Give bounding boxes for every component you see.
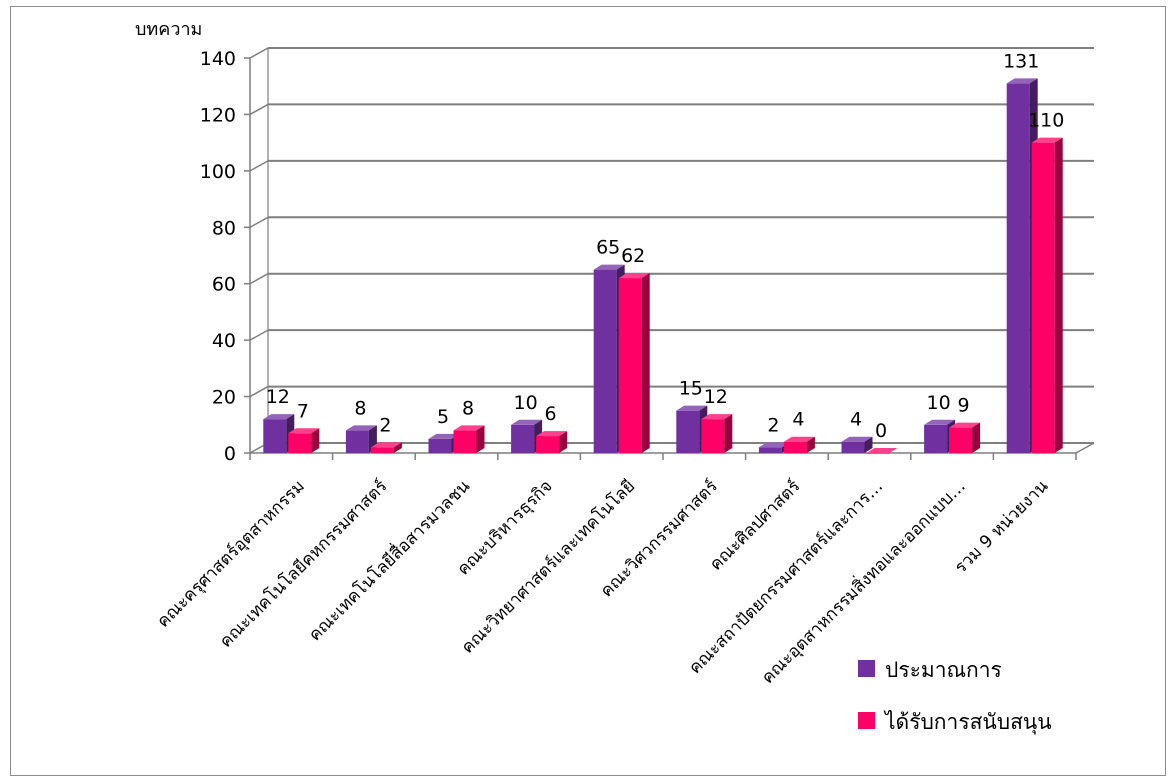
- x-tick-label: คณะเทคโนโลยีคหกรรมศาสตร์: [215, 476, 391, 652]
- bar-top: [758, 442, 790, 448]
- bar: [288, 433, 312, 453]
- data-label: 12: [266, 386, 290, 408]
- bar-top: [428, 433, 460, 439]
- bar-top: [593, 264, 625, 270]
- legend-label: ได้รับการสนับสนุน: [883, 710, 1052, 735]
- bar: [701, 419, 725, 453]
- data-label: 9: [958, 395, 970, 417]
- y-tick-label: 0: [224, 443, 236, 465]
- gridline-side: [249, 216, 269, 228]
- legend-swatch: [858, 660, 875, 677]
- bar: [866, 453, 890, 454]
- bar-top: [676, 405, 708, 411]
- bar-side: [1054, 137, 1063, 453]
- y-tick-label: 120: [200, 104, 236, 126]
- y-tick-label: 60: [212, 274, 236, 296]
- data-label: 15: [679, 378, 703, 400]
- bar-top: [783, 436, 815, 442]
- data-label: 65: [596, 237, 620, 259]
- bar-top: [1031, 137, 1063, 143]
- data-label: 4: [792, 409, 804, 431]
- data-label: 8: [462, 397, 474, 419]
- bar: [618, 278, 642, 453]
- bar-side: [311, 428, 320, 453]
- bar: [783, 441, 807, 453]
- bar-top: [511, 419, 543, 425]
- y-tick-label: 140: [200, 48, 236, 70]
- bar: [428, 438, 452, 453]
- gridline-side: [249, 47, 269, 59]
- bar-side: [864, 436, 873, 453]
- bar: [453, 430, 477, 453]
- bar: [676, 410, 700, 453]
- bar: [758, 447, 782, 453]
- gridline-side: [249, 273, 269, 285]
- bar: [345, 430, 369, 453]
- data-label: 5: [437, 406, 449, 428]
- bar: [511, 424, 535, 453]
- bar-top: [345, 425, 377, 431]
- data-label: 131: [1003, 50, 1039, 72]
- floor-edge: [1075, 442, 1095, 454]
- chart-frame: [10, 6, 1166, 776]
- bar-top: [263, 414, 295, 420]
- bar-side: [724, 414, 733, 453]
- bar-top: [536, 431, 568, 437]
- bar-top: [841, 436, 873, 442]
- y-tick-label: 40: [212, 330, 236, 352]
- data-label: 12: [704, 386, 728, 408]
- gridline-side: [249, 385, 269, 398]
- y-axis-title: บทความ: [135, 19, 202, 40]
- data-label: 0: [875, 420, 887, 442]
- bar-top: [370, 442, 402, 448]
- bar: [370, 447, 394, 453]
- data-label: 10: [514, 392, 538, 414]
- y-tick-label: 20: [212, 387, 236, 409]
- bar-side: [476, 425, 485, 453]
- data-label: 62: [621, 245, 645, 267]
- legend-swatch: [858, 712, 875, 729]
- bar-top: [866, 448, 898, 453]
- bar-side: [972, 422, 981, 453]
- bar-top: [288, 428, 320, 434]
- bar: [1006, 83, 1030, 454]
- bar-top: [453, 425, 485, 431]
- bar-top: [949, 422, 981, 428]
- y-tick-label: 80: [212, 217, 236, 239]
- bar-top: [924, 419, 956, 425]
- data-label: 6: [545, 403, 557, 425]
- x-tick-label: คณะเทคโนโลยีสื่อสารมวลชน: [303, 474, 474, 645]
- bar: [841, 441, 865, 453]
- bar: [536, 436, 560, 453]
- bar-side: [641, 273, 650, 453]
- gridline-side: [249, 329, 269, 341]
- bar-side: [806, 436, 815, 453]
- data-label: 2: [767, 414, 779, 436]
- data-label: 10: [927, 392, 951, 414]
- gridline-side: [249, 160, 269, 172]
- bar-side: [559, 431, 568, 453]
- bar-top: [701, 414, 733, 420]
- x-tick-label: คณะวิทยาศาสตร์และเทคโนโลยี: [457, 476, 639, 658]
- data-label: 110: [1028, 110, 1064, 132]
- x-tick-label: คณะครุศาสตร์อุตสาหกรรม: [153, 476, 308, 631]
- bar: [593, 269, 617, 453]
- bar-side: [393, 442, 402, 453]
- bar-top: [618, 273, 650, 279]
- data-label: 4: [850, 409, 862, 431]
- bar: [924, 424, 948, 453]
- data-label: 2: [379, 414, 391, 436]
- y-tick-label: 100: [200, 161, 236, 183]
- bar: [263, 419, 287, 453]
- bar: [949, 427, 973, 453]
- legend-label: ประมาณการ: [885, 658, 1002, 682]
- bar: [1031, 142, 1055, 453]
- gridline-side: [249, 103, 269, 116]
- bar-top: [1006, 78, 1038, 84]
- data-label: 8: [354, 397, 366, 419]
- data-label: 7: [297, 400, 309, 422]
